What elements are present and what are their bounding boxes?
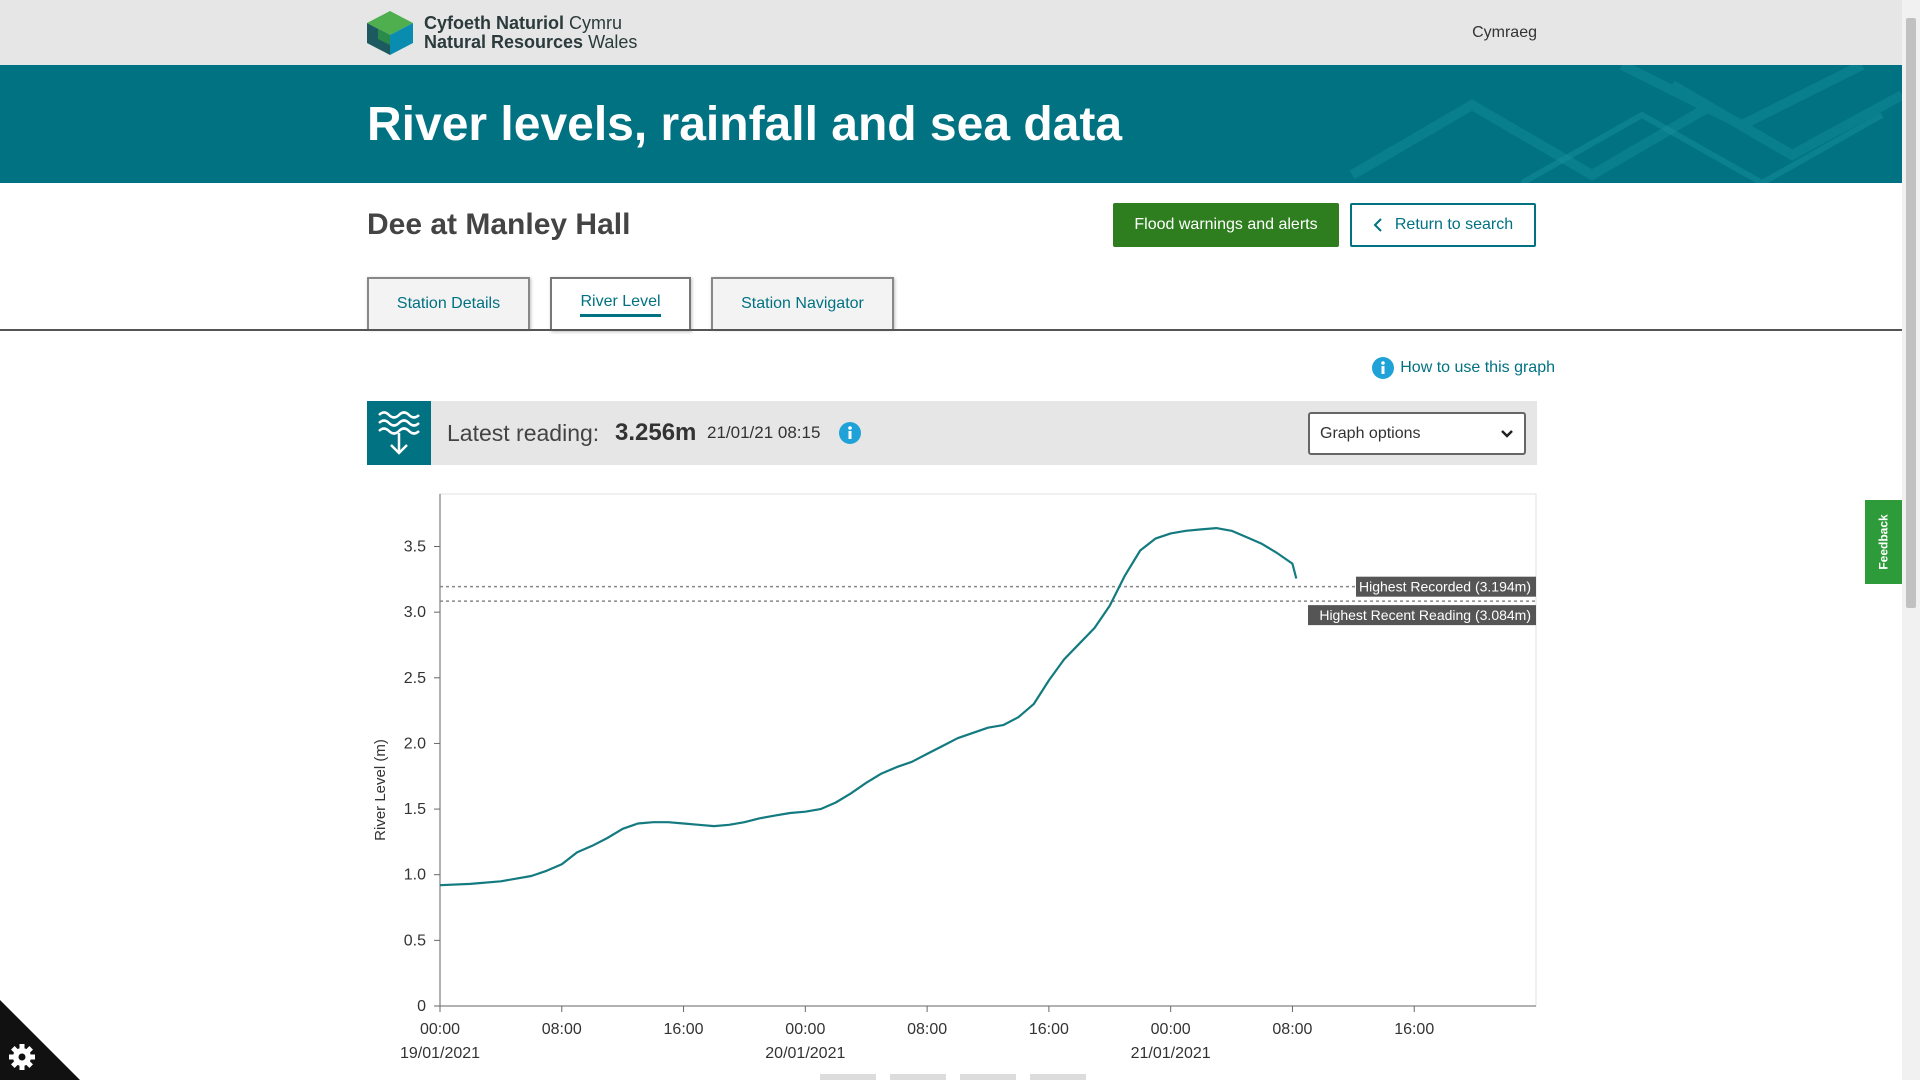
latest-reading-bar: Latest reading: 3.256m 21/01/21 08:15 Gr… [367,401,1537,465]
x-tick-label: 00:00 [785,1021,825,1038]
river-level-series-line [439,527,1298,887]
graph-options-select[interactable]: Graph options [1308,412,1526,455]
nrw-logo-icon [367,11,413,55]
river-level-icon [367,401,431,465]
how-to-use-graph-label: How to use this graph [1400,359,1555,376]
tab-station-details[interactable]: Station Details [367,277,530,329]
y-tick-label: 3.5 [404,539,426,556]
tab-station-navigator[interactable]: Station Navigator [711,277,894,329]
threshold-label: Highest Recorded (3.194m) [1359,579,1531,595]
x-tick-label: 08:00 [907,1021,947,1038]
reading-info-icon[interactable] [839,422,861,444]
chevron-down-icon [1501,429,1513,438]
flood-warnings-button[interactable]: Flood warnings and alerts [1113,203,1339,247]
y-tick-label: 1.5 [404,801,426,818]
cookie-settings-button[interactable] [0,1000,80,1080]
y-tick-label: 1.0 [404,867,426,884]
tab-river-level[interactable]: River Level [550,277,691,331]
return-to-search-label: Return to search [1394,216,1514,233]
x-tick-label: 08:00 [542,1021,582,1038]
info-icon [1372,357,1395,379]
plot-area [439,493,1537,1007]
logo-line1-light: Cymru [569,13,623,33]
latest-reading-value: 3.256m [615,419,697,446]
logo-line1-bold: Cyfoeth Naturiol [424,13,565,33]
y-tick-label: 2.0 [404,735,426,752]
x-tick-label: 16:00 [664,1021,704,1038]
y-tick-label: 0 [417,998,426,1015]
nrw-logo[interactable]: Cyfoeth Naturiol Cymru Natural Resources… [366,10,637,56]
how-to-use-graph-link[interactable]: How to use this graph [1372,357,1555,379]
threshold-label-box [1356,576,1536,597]
top-bar: Cyfoeth Naturiol Cymru Natural Resources… [0,0,1902,65]
y-axis-label: River Level (m) [372,739,389,841]
tab-label: Station Details [396,295,501,312]
feedback-label: Feedback [1877,514,1892,570]
station-name: Dee at Manley Hall [367,208,631,241]
x-tick-date-label: 20/01/2021 [765,1045,845,1062]
tab-label: Station Navigator [741,295,864,312]
tab-label: River Level [580,293,661,317]
scrollbar-thumb[interactable] [1906,18,1916,608]
gear-icon [9,1044,35,1070]
x-tick-label: 16:00 [1029,1021,1069,1038]
y-tick-label: 0.5 [404,932,426,949]
x-tick-label: 16:00 [1394,1021,1434,1038]
hero-pattern-decoration [1349,65,1902,183]
language-toggle-link[interactable]: Cymraeg [1472,24,1537,41]
page-scrollbar[interactable] [1902,0,1920,1080]
logo-line2-light: Wales [588,32,638,52]
x-tick-label: 00:00 [1151,1021,1191,1038]
latest-reading-label: Latest reading: [447,420,600,446]
latest-reading-timestamp: 21/01/21 08:15 [707,423,821,442]
tabs-divider [0,329,1902,331]
pager-button[interactable] [960,1074,1016,1080]
y-tick-label: 3.0 [404,604,426,621]
chevron-left-icon [1373,218,1382,232]
x-tick-date-label: 19/01/2021 [400,1045,480,1062]
river-level-chart: 0 0.5 1.0 1.5 2.0 2.5 3.0 3.5 River Level (m) 00:… [372,493,1537,1062]
feedback-tab[interactable]: Feedback [1865,500,1903,584]
x-tick-label: 08:00 [1272,1021,1312,1038]
logo-text: Cyfoeth Naturiol Cymru Natural Resources… [424,14,637,52]
y-tick-label: 2.5 [404,670,426,687]
logo-line2-bold: Natural Resources [424,32,584,52]
pager-button[interactable] [890,1074,946,1080]
threshold-label: Highest Recent Reading (3.084m) [1319,607,1531,623]
return-to-search-button[interactable]: Return to search [1350,203,1536,247]
x-tick-date-label: 21/01/2021 [1131,1045,1211,1062]
pager-button[interactable] [1030,1074,1086,1080]
page-title: River levels, rainfall and sea data [367,98,1123,151]
graph-options-value: Graph options [1320,424,1421,442]
x-tick-label: 00:00 [420,1021,460,1038]
hero-banner: River levels, rainfall and sea data [0,65,1902,183]
pager-button[interactable] [820,1074,876,1080]
threshold-label-box [1308,605,1536,626]
